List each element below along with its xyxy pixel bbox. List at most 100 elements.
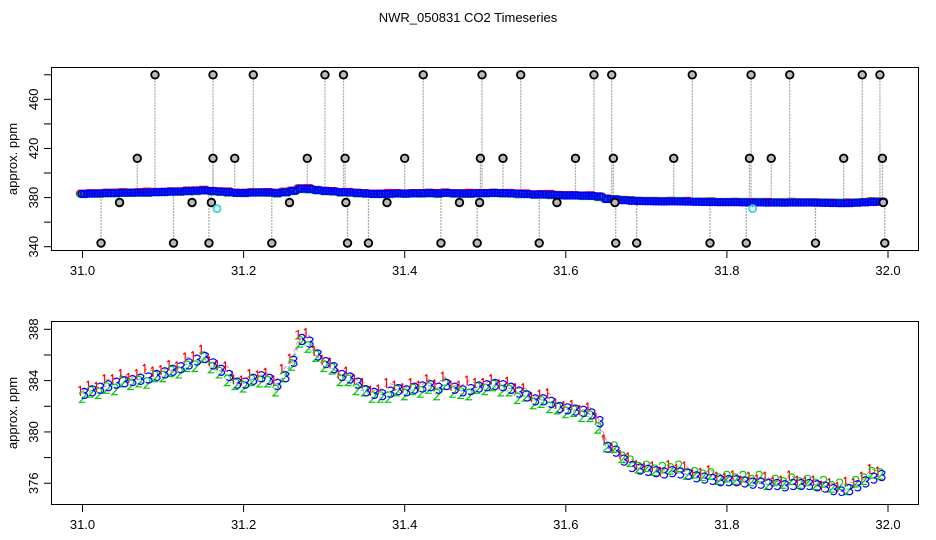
series-2-marker bbox=[134, 375, 143, 388]
series-2-marker bbox=[94, 387, 103, 400]
series-3-point bbox=[171, 187, 180, 196]
series-3-point bbox=[861, 198, 870, 207]
outlier-point bbox=[570, 153, 581, 163]
series-2-marker bbox=[311, 350, 320, 362]
outlier-point bbox=[589, 70, 599, 80]
series-3-point bbox=[547, 190, 556, 199]
series-3-point bbox=[310, 186, 320, 195]
series-3-point bbox=[839, 199, 848, 208]
series-3-point bbox=[420, 189, 430, 198]
series-3-marker bbox=[282, 371, 290, 383]
series-3-marker bbox=[346, 372, 354, 384]
series-3-point bbox=[251, 188, 260, 197]
outlier-point bbox=[534, 238, 544, 248]
series-3-point bbox=[729, 198, 739, 207]
bottom-y-axis-label: approx. ppm bbox=[5, 377, 20, 449]
series-1-marker bbox=[190, 350, 194, 362]
series-2-marker bbox=[819, 475, 828, 488]
outlier-point bbox=[687, 70, 697, 80]
series-3-point bbox=[670, 197, 679, 206]
series-3-point bbox=[141, 188, 151, 197]
series-3-marker bbox=[266, 373, 274, 385]
series-3-point bbox=[539, 190, 548, 199]
outlier-point bbox=[475, 153, 486, 163]
series-2-marker bbox=[698, 469, 707, 482]
series-3-point bbox=[743, 198, 752, 207]
series-3-point bbox=[466, 189, 475, 198]
series-3-point bbox=[802, 198, 811, 207]
series-3-marker bbox=[508, 382, 516, 394]
series-3-point bbox=[662, 197, 671, 206]
series-3-point bbox=[214, 187, 223, 196]
series-3-point bbox=[281, 188, 290, 197]
series-3-point bbox=[772, 198, 781, 207]
series-3-point bbox=[485, 189, 494, 198]
series-1-marker bbox=[142, 363, 146, 375]
series-3-marker bbox=[741, 476, 749, 488]
series-3-point bbox=[294, 184, 304, 193]
series-3-point bbox=[461, 189, 470, 198]
x-tick-label: 32.0 bbox=[875, 517, 900, 532]
series-2-marker bbox=[553, 402, 562, 415]
series-3-marker bbox=[725, 474, 733, 487]
series-2-marker bbox=[545, 401, 554, 414]
series-3-marker bbox=[524, 390, 532, 402]
x-tick-label: 31.0 bbox=[70, 517, 95, 532]
series-3-marker bbox=[628, 460, 636, 473]
series-3-point bbox=[477, 189, 486, 198]
outlier-point bbox=[875, 70, 885, 80]
outlier-point bbox=[338, 70, 349, 80]
series-1-marker bbox=[408, 377, 412, 389]
series-1-marker bbox=[698, 467, 702, 478]
series-3-marker bbox=[548, 396, 556, 409]
series-3-marker bbox=[483, 380, 491, 392]
series-3-point bbox=[160, 187, 169, 197]
series-3-point bbox=[434, 189, 443, 198]
series-3-point bbox=[176, 187, 185, 196]
series-3-marker bbox=[596, 415, 604, 428]
series-3-marker bbox=[636, 463, 644, 475]
series-3-point bbox=[686, 197, 695, 206]
series-1-marker bbox=[746, 471, 750, 482]
series-3-point bbox=[195, 186, 204, 195]
series-3-point bbox=[122, 188, 132, 197]
series-3-point bbox=[262, 188, 271, 197]
series-2-marker bbox=[641, 460, 650, 473]
series-3-point bbox=[724, 198, 733, 207]
y-tick-label: 376 bbox=[26, 472, 41, 494]
series-3-point bbox=[117, 188, 126, 197]
outlier-point bbox=[284, 197, 295, 208]
series-3-point bbox=[340, 188, 349, 197]
series-3-marker bbox=[105, 380, 113, 392]
series-3-marker bbox=[459, 385, 467, 397]
series-1-marker bbox=[94, 381, 98, 393]
outlier-point bbox=[150, 70, 160, 80]
series-1-marker bbox=[625, 452, 629, 463]
series-3-marker bbox=[467, 383, 475, 396]
series-3-point bbox=[198, 186, 207, 195]
x-tick-label: 31.8 bbox=[714, 263, 739, 278]
flagged-point bbox=[212, 204, 222, 214]
series-3-point bbox=[246, 188, 255, 197]
series-3-point bbox=[112, 188, 121, 198]
series-3-point bbox=[788, 198, 798, 207]
series-3-point bbox=[147, 188, 156, 197]
bottom-axes: 31.0 31.2 31.4 31.6 31.8 32.0 376 380 384 388 bbox=[26, 318, 901, 532]
series-3-point bbox=[394, 189, 403, 198]
series-3-point bbox=[337, 188, 346, 197]
series-2-marker bbox=[802, 474, 812, 487]
series-3-marker bbox=[572, 404, 580, 416]
outlier-point bbox=[302, 153, 312, 163]
series-3-point bbox=[375, 189, 384, 199]
outlier-point bbox=[608, 153, 619, 163]
series-3-point bbox=[673, 197, 682, 206]
series-3-point bbox=[114, 188, 124, 198]
series-1-marker bbox=[545, 388, 549, 399]
series-3-point bbox=[778, 198, 787, 207]
series-3-point bbox=[216, 187, 226, 196]
series-3-point bbox=[576, 191, 586, 200]
series-3-marker bbox=[822, 481, 830, 493]
outlier-point bbox=[766, 153, 776, 163]
series-3-marker bbox=[798, 478, 806, 491]
series-3-point bbox=[138, 188, 148, 197]
